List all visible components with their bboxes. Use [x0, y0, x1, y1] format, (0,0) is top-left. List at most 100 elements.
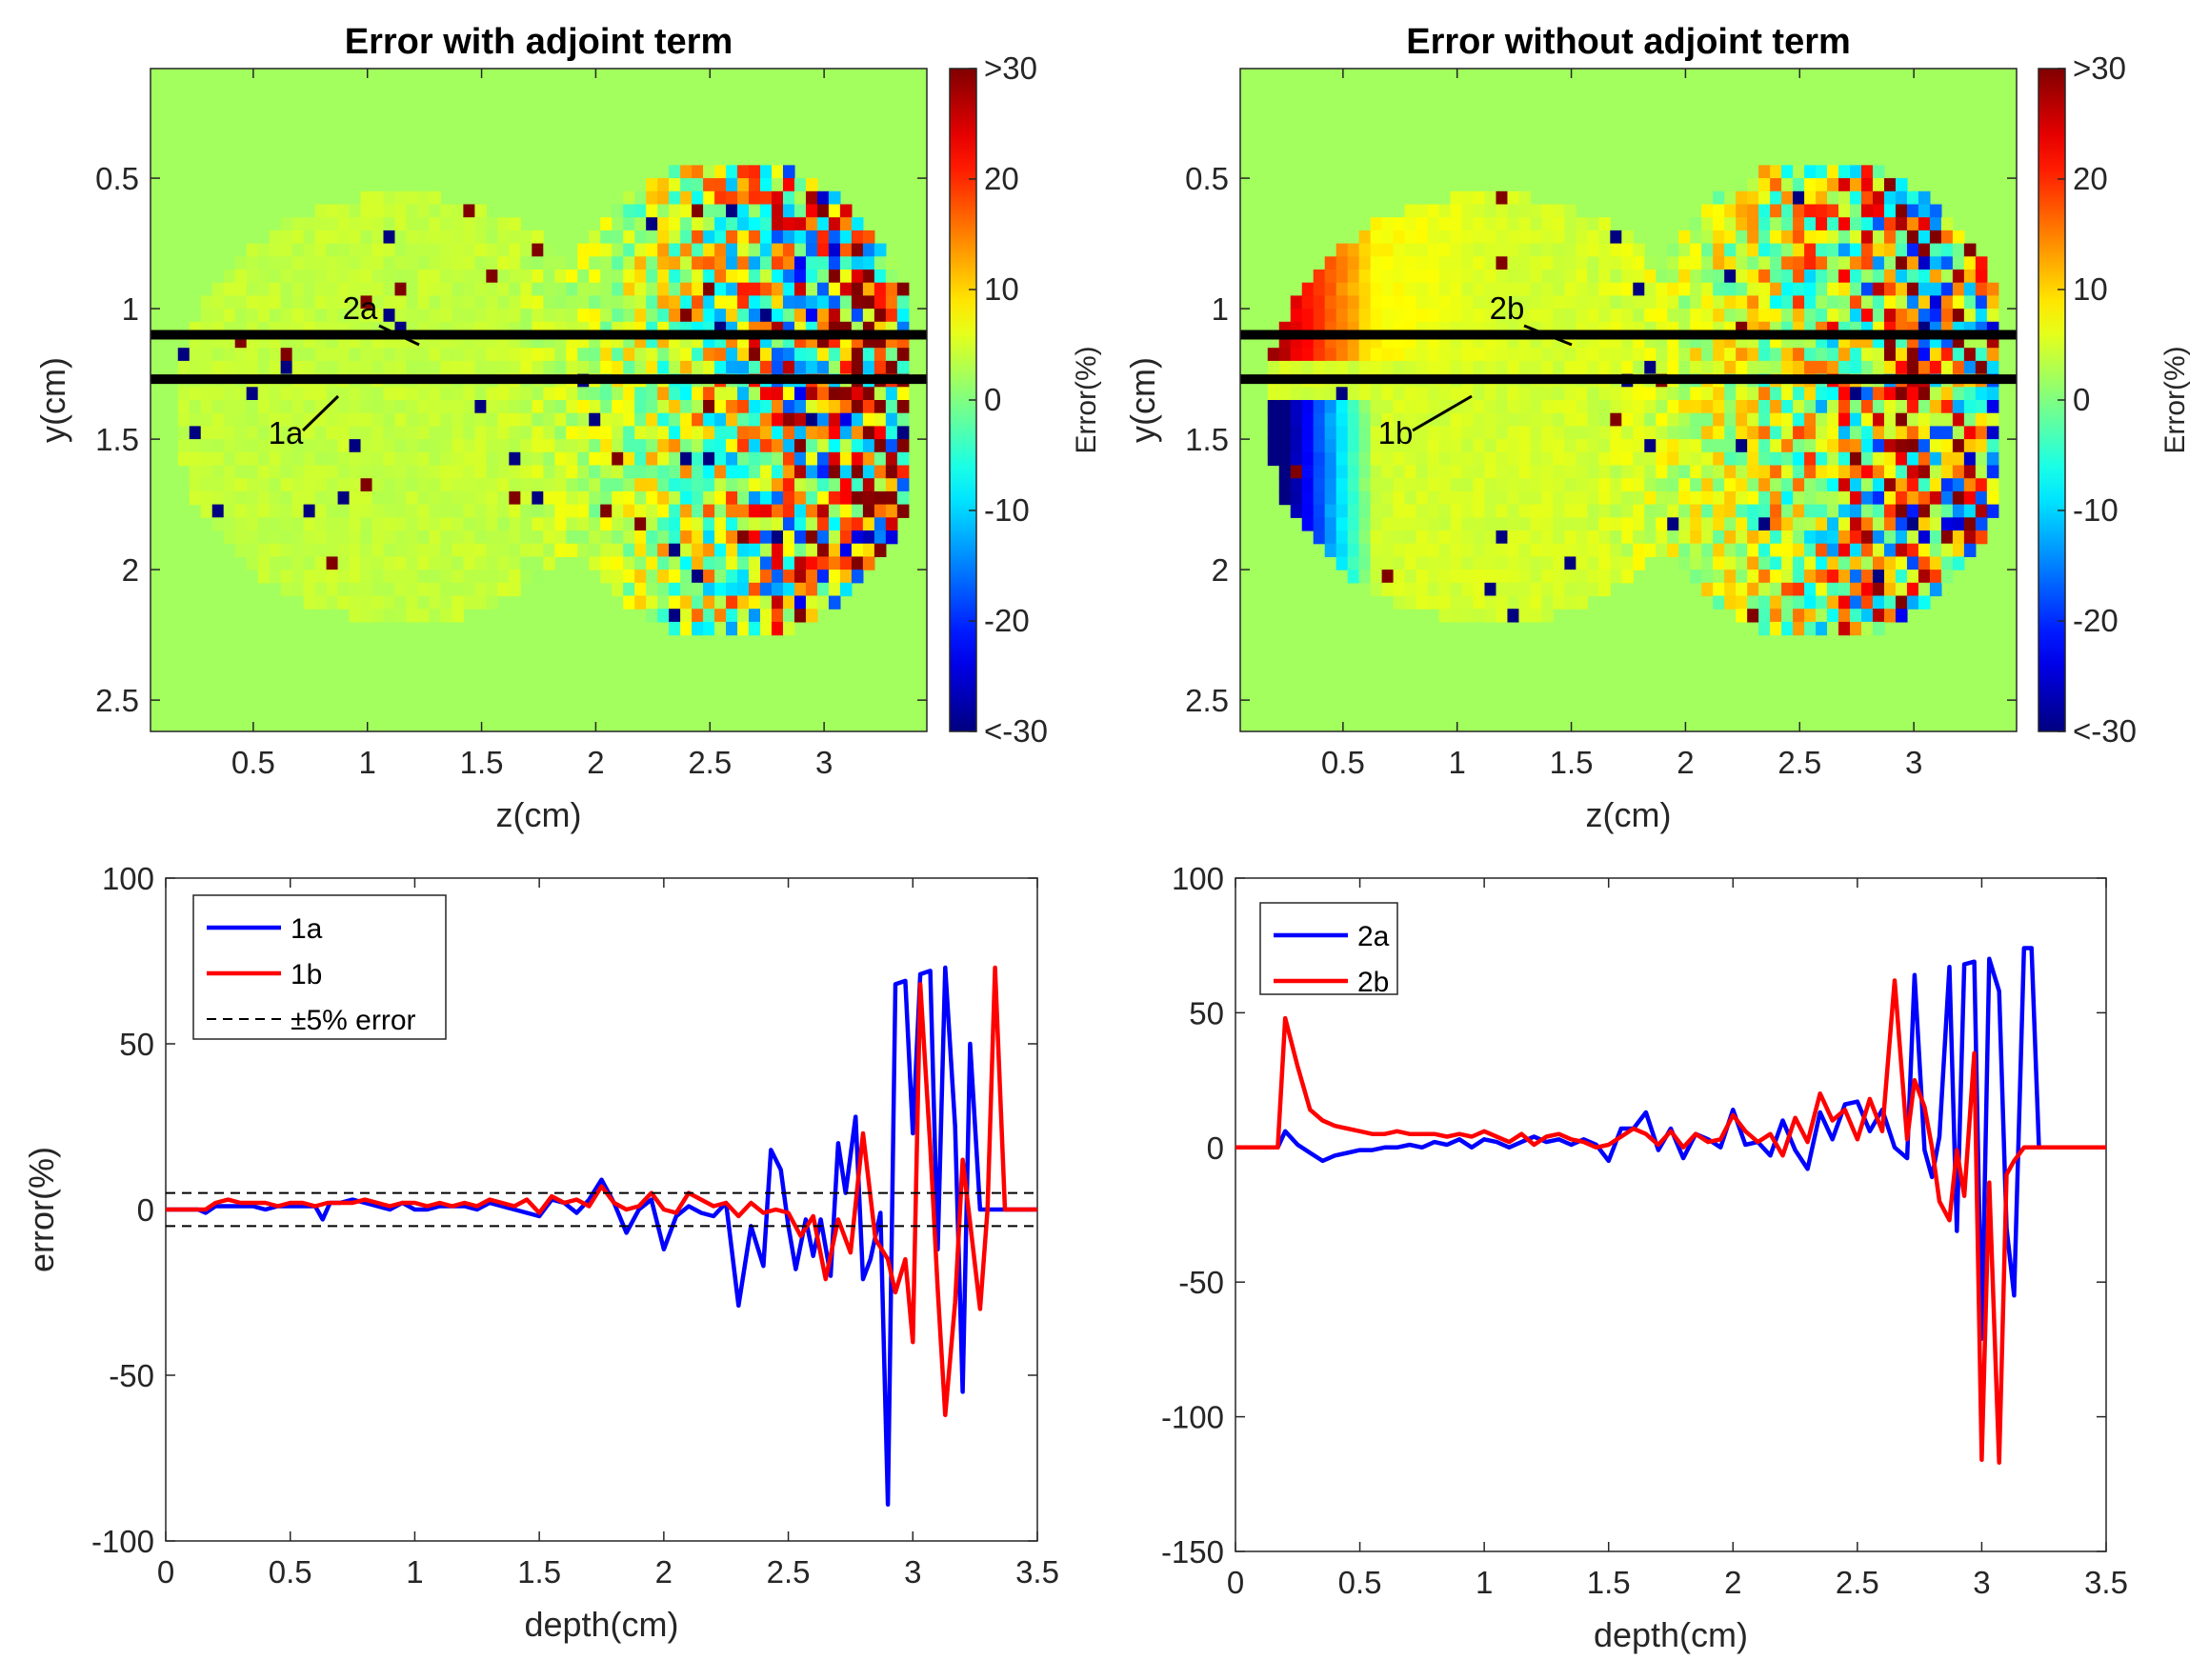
heatmap-cell — [680, 269, 693, 284]
heatmap-cell — [1804, 190, 1817, 206]
heatmap-cell — [429, 282, 442, 296]
heatmap-cell — [1416, 204, 1429, 218]
heatmap-cell — [360, 230, 373, 245]
heatmap-cell — [1393, 360, 1406, 375]
heatmap-cell — [1598, 478, 1611, 492]
heatmap-cell — [726, 595, 738, 610]
heatmap-cell — [1861, 595, 1874, 610]
heatmap-cell — [1484, 387, 1497, 401]
heatmap-cell — [1530, 530, 1543, 545]
x-axis-label: z(cm) — [496, 795, 582, 834]
heatmap-cell — [269, 269, 282, 284]
heatmap-cell — [680, 217, 693, 231]
heatmap-cell — [554, 451, 567, 467]
heatmap-cell — [520, 490, 532, 506]
heatmap-cell — [1610, 478, 1622, 492]
heatmap-cell — [1827, 190, 1839, 206]
heatmap-cell — [1564, 256, 1576, 270]
heatmap-cell — [885, 504, 898, 518]
heatmap-cell — [1827, 412, 1839, 428]
heatmap-cell — [360, 282, 373, 296]
heatmap-cell — [1975, 451, 1988, 467]
heatmap-cell — [623, 582, 635, 597]
heatmap-cell — [1770, 582, 1782, 597]
heatmap-cell — [1507, 530, 1520, 545]
heatmap-cell — [520, 517, 532, 531]
heatmap-cell — [211, 295, 225, 310]
heatmap-cell — [1518, 530, 1532, 545]
heatmap-cell — [1736, 360, 1748, 375]
heatmap-cell — [1713, 504, 1725, 518]
heatmap-cell — [1838, 582, 1851, 597]
heatmap-cell — [1358, 426, 1372, 440]
heatmap-cell — [1461, 412, 1475, 428]
heatmap-cell — [839, 412, 853, 428]
heatmap-cell — [1644, 412, 1657, 428]
heatmap-cell — [726, 204, 738, 218]
heatmap-cell — [1690, 530, 1702, 545]
heatmap-cell — [692, 530, 704, 545]
heatmap-cell — [1404, 451, 1417, 467]
heatmap-cell — [1656, 412, 1668, 428]
heatmap-cell — [1541, 256, 1554, 270]
heatmap-cell — [1656, 282, 1668, 296]
heatmap-cell — [1530, 204, 1543, 218]
heatmap-cell — [1473, 309, 1486, 323]
heatmap-cell — [383, 348, 396, 362]
heatmap-cell — [1587, 478, 1599, 492]
heatmap-cell — [874, 465, 887, 479]
heatmap-cell — [726, 243, 738, 257]
heatmap-cell — [793, 256, 807, 270]
heatmap-cell — [1358, 230, 1372, 245]
heatmap-cell — [692, 426, 704, 440]
heatmap-cell — [1940, 269, 1954, 284]
heatmap-cell — [1587, 556, 1599, 570]
heatmap-cell — [1690, 478, 1702, 492]
heatmap-cell — [1404, 204, 1417, 218]
heatmap-cell — [406, 269, 419, 284]
heatmap-cell — [1770, 595, 1782, 610]
heatmap-cell — [680, 582, 693, 597]
heatmap-cell — [383, 204, 396, 218]
heatmap-cell — [1370, 556, 1383, 570]
heatmap-cell — [1781, 269, 1794, 284]
heatmap-cell — [1461, 269, 1475, 284]
heatmap-cell — [726, 517, 738, 531]
heatmap-cell — [543, 269, 555, 284]
heatmap-cell — [692, 595, 704, 610]
heatmap-cell — [714, 582, 727, 597]
heatmap-cell — [828, 190, 841, 206]
heatmap-cell — [760, 387, 773, 401]
annotation-label: 1b — [1378, 415, 1414, 450]
heatmap-cell — [532, 465, 544, 479]
heatmap-cell — [646, 595, 658, 610]
heatmap-cell — [589, 517, 601, 531]
heatmap-cell — [200, 348, 213, 362]
heatmap-cell — [1564, 282, 1576, 296]
heatmap-cell — [1656, 400, 1668, 414]
heatmap-cell — [1553, 400, 1565, 414]
heatmap-cell — [1518, 543, 1532, 558]
heatmap-cell — [1484, 348, 1497, 362]
heatmap-cell — [440, 256, 453, 270]
heatmap-cell — [520, 478, 532, 492]
heatmap-cell — [1793, 204, 1805, 218]
heatmap-cell — [1633, 426, 1645, 440]
heatmap-cell — [474, 400, 487, 414]
heatmap-cell — [1507, 204, 1520, 218]
heatmap-cell — [1496, 309, 1509, 323]
heatmap-cell — [714, 621, 727, 636]
heatmap-cell — [1496, 517, 1509, 531]
heatmap-cell — [1381, 490, 1395, 506]
heatmap-cell — [337, 426, 351, 440]
heatmap-cell — [669, 190, 681, 206]
heatmap-cell — [429, 400, 442, 414]
heatmap-cell — [851, 530, 864, 545]
heatmap-cell — [474, 595, 487, 610]
heatmap-cell — [1541, 490, 1554, 506]
heatmap-cell — [1335, 256, 1349, 270]
heatmap-cell — [1484, 543, 1497, 558]
heatmap-cell — [1667, 426, 1679, 440]
heatmap-cell — [1416, 517, 1429, 531]
heatmap-cell — [680, 295, 693, 310]
